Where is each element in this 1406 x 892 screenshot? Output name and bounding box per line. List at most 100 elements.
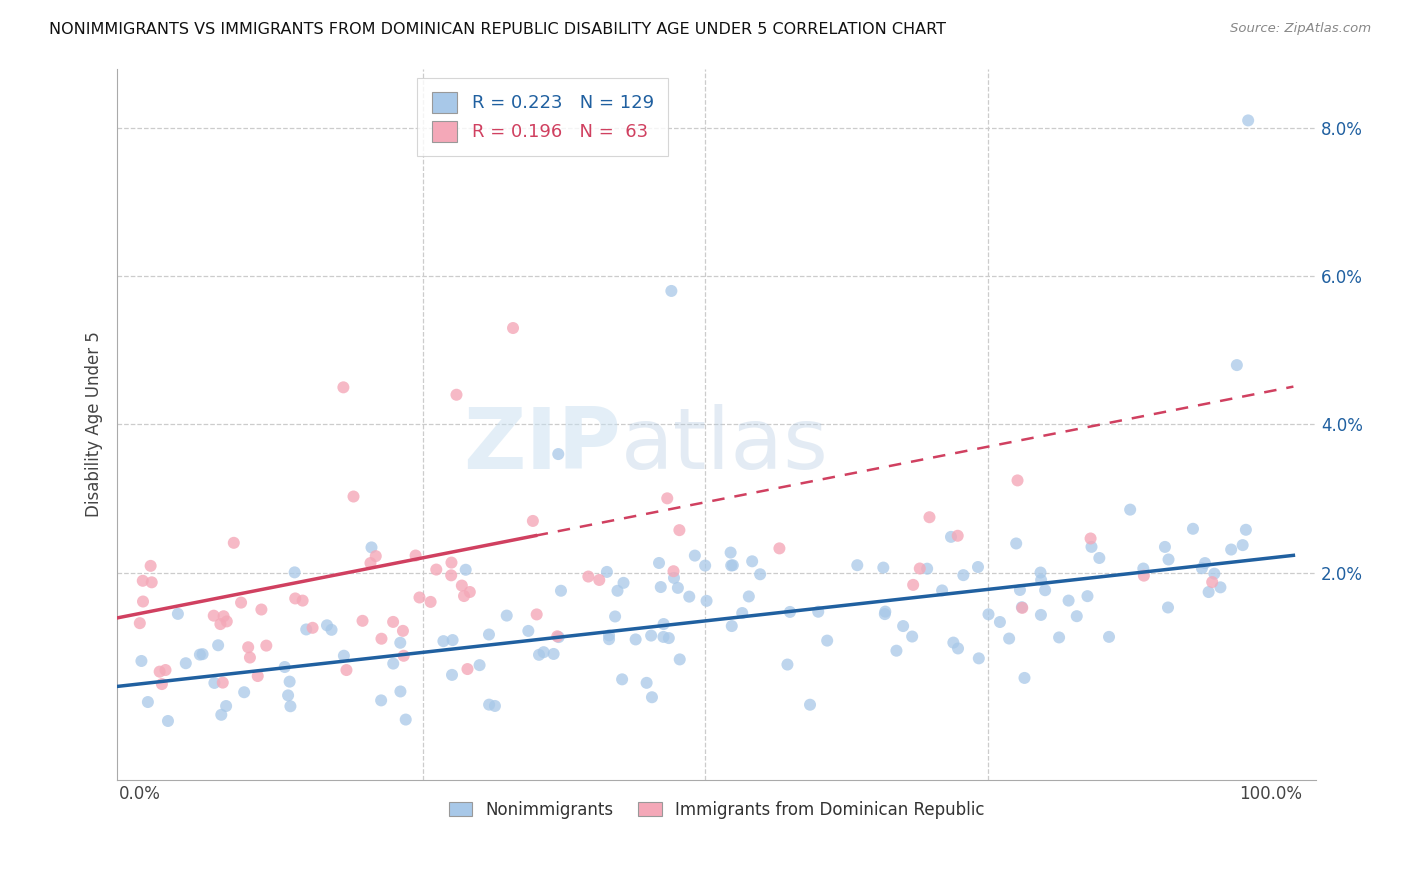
Point <box>1080 540 1102 554</box>
Point <box>666 581 689 595</box>
Point <box>650 580 672 594</box>
Point <box>612 575 634 590</box>
Point <box>274 660 297 674</box>
Point <box>495 608 517 623</box>
Point <box>1198 585 1220 599</box>
Point <box>139 558 162 573</box>
Point <box>768 541 790 556</box>
Point <box>550 583 572 598</box>
Point <box>478 698 501 712</box>
Point <box>915 562 938 576</box>
Point <box>209 707 232 722</box>
Point <box>408 591 430 605</box>
Point <box>250 602 273 616</box>
Point <box>815 633 838 648</box>
Point <box>610 673 633 687</box>
Point <box>1204 566 1226 581</box>
Point <box>215 615 238 629</box>
Point <box>370 632 392 646</box>
Point <box>720 545 742 559</box>
Point <box>425 563 447 577</box>
Point <box>167 607 190 621</box>
Point <box>1080 532 1102 546</box>
Point <box>543 647 565 661</box>
Point <box>741 554 763 568</box>
Point <box>156 714 179 728</box>
Point <box>946 529 969 543</box>
Point <box>364 549 387 563</box>
Point <box>588 573 610 587</box>
Point <box>946 641 969 656</box>
Point <box>1066 609 1088 624</box>
Point <box>1029 607 1052 622</box>
Point <box>295 623 318 637</box>
Point <box>132 574 155 588</box>
Point <box>598 632 620 647</box>
Point <box>657 491 679 506</box>
Point <box>335 663 357 677</box>
Point <box>131 654 153 668</box>
Point <box>215 699 238 714</box>
Point <box>695 558 717 573</box>
Point <box>749 567 772 582</box>
Point <box>1007 474 1029 488</box>
Point <box>624 632 647 647</box>
Point <box>316 618 339 632</box>
Point <box>1011 600 1033 615</box>
Point <box>918 510 941 524</box>
Point <box>359 556 381 570</box>
Point <box>738 590 761 604</box>
Point <box>901 578 924 592</box>
Point <box>1234 523 1257 537</box>
Point <box>392 648 415 663</box>
Point <box>1057 593 1080 607</box>
Point <box>1237 113 1260 128</box>
Point <box>731 606 754 620</box>
Point <box>352 614 374 628</box>
Point <box>150 677 173 691</box>
Point <box>799 698 821 712</box>
Point <box>720 619 742 633</box>
Point <box>939 530 962 544</box>
Point <box>886 643 908 657</box>
Point <box>1088 551 1111 566</box>
Point <box>648 556 671 570</box>
Point <box>450 578 472 592</box>
Point <box>291 593 314 607</box>
Point <box>136 695 159 709</box>
Point <box>908 561 931 575</box>
Point <box>128 616 150 631</box>
Point <box>1008 582 1031 597</box>
Point <box>458 585 481 599</box>
Point <box>1014 671 1036 685</box>
Legend: Nonimmigrants, Immigrants from Dominican Republic: Nonimmigrants, Immigrants from Dominican… <box>441 794 991 825</box>
Y-axis label: Disability Age Under 5: Disability Age Under 5 <box>86 332 103 517</box>
Point <box>212 609 235 624</box>
Point <box>846 558 869 573</box>
Point <box>432 634 454 648</box>
Point <box>332 380 354 394</box>
Point <box>440 668 463 682</box>
Point <box>209 617 232 632</box>
Point <box>441 633 464 648</box>
Point <box>468 658 491 673</box>
Point <box>454 563 477 577</box>
Point <box>1232 538 1254 552</box>
Point <box>188 648 211 662</box>
Text: Source: ZipAtlas.com: Source: ZipAtlas.com <box>1230 22 1371 36</box>
Point <box>202 608 225 623</box>
Point <box>661 284 683 298</box>
Point <box>382 657 405 671</box>
Point <box>576 569 599 583</box>
Point <box>233 685 256 699</box>
Point <box>141 575 163 590</box>
Point <box>967 651 990 665</box>
Point <box>321 623 343 637</box>
Point <box>683 549 706 563</box>
Point <box>277 689 299 703</box>
Point <box>456 662 478 676</box>
Point <box>807 605 830 619</box>
Point <box>952 568 974 582</box>
Point <box>382 615 405 629</box>
Point <box>446 388 468 402</box>
